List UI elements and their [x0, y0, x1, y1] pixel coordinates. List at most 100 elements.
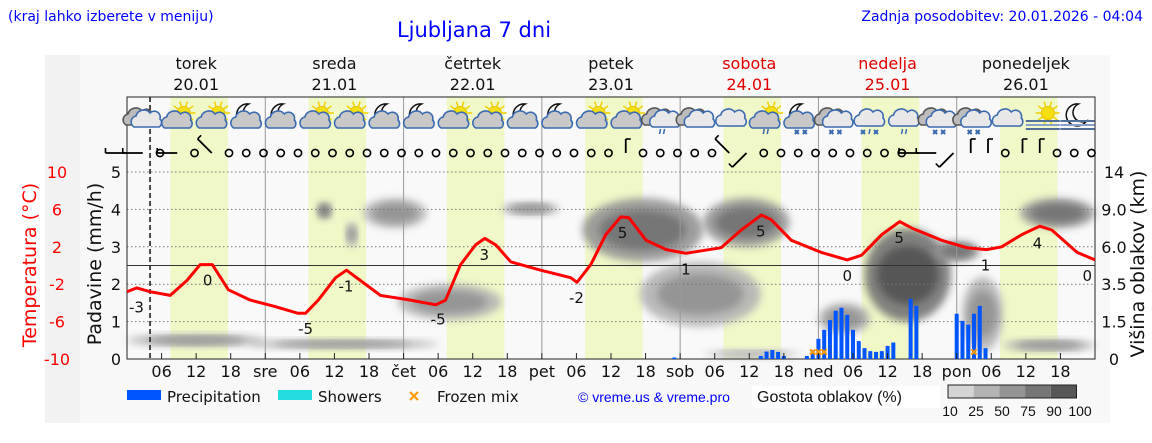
sun-ray: [185, 101, 188, 107]
precip-bar: [954, 313, 959, 359]
precip-bar: [960, 320, 965, 359]
sun-ray: [351, 101, 355, 107]
cloud-density-title: Gostota oblakov (%): [757, 389, 902, 406]
cloud-height-tick: 1.5: [1101, 313, 1126, 332]
wind-barb-icon: [915, 148, 937, 154]
hint-link[interactable]: (kraj lahko izberete v meniju): [8, 9, 214, 25]
barb-tick: [197, 134, 202, 140]
x-tick-label: čet: [391, 362, 416, 381]
sun-ray: [311, 105, 317, 110]
partly-cloudy-day-rain-icon: [748, 101, 784, 135]
copyright-link[interactable]: © vreme.us & vreme.pro: [578, 389, 730, 405]
cross-stroke: [815, 348, 822, 356]
sun-ray: [1037, 105, 1043, 110]
cloud-shape: [853, 108, 886, 127]
page-title: Ljubljana 7 dni: [397, 18, 551, 42]
cross-stroke: [966, 129, 973, 135]
barb-tick: [935, 163, 940, 168]
snowflake: [873, 129, 879, 135]
day-name: ponedeljek: [982, 54, 1071, 73]
sun-ray: [1043, 101, 1047, 107]
sun-ray: [1053, 105, 1058, 110]
precip-bar: [891, 342, 896, 359]
day-name: sreda: [312, 54, 356, 73]
wind-calm-icon: [673, 148, 682, 158]
wind-calm-icon: [241, 148, 251, 158]
sun-ray: [603, 105, 609, 110]
wind-calm-icon: [845, 148, 855, 158]
temperature-line: [126, 213, 1096, 315]
cloud-shape: [506, 110, 539, 129]
sun-ray: [588, 105, 594, 110]
precipitation-swatch: [127, 390, 161, 400]
x-tick-label: 06: [428, 362, 448, 381]
precip-bar: [822, 329, 827, 359]
temperature-label: 1: [981, 256, 991, 274]
cloud-shape: [472, 110, 505, 129]
sun-ray: [766, 101, 770, 107]
day-date: 25.01: [865, 75, 911, 94]
day-name: nedelja: [858, 54, 917, 73]
sun-ray: [628, 101, 632, 107]
cloud-shape: [437, 110, 470, 129]
sun-ray: [179, 101, 183, 107]
cross-stroke: [836, 129, 843, 135]
sun-ray: [455, 101, 459, 107]
precip-bar: [862, 348, 867, 359]
cross-stroke: [940, 129, 946, 135]
temperature-label: 5: [618, 224, 628, 242]
cloud-core: [599, 210, 686, 250]
cloud-core: [717, 350, 788, 358]
x-tick-label: 06: [981, 362, 1001, 381]
rain-drop: [658, 128, 662, 135]
wind-calm-icon: [1087, 148, 1096, 158]
wind-calm-icon: [190, 148, 199, 158]
cloud-shape: [748, 110, 781, 129]
barb-staff: [938, 152, 955, 168]
precip-tick: 1: [111, 313, 121, 332]
day-date: 26.01: [1003, 75, 1049, 94]
barb-staff: [731, 152, 748, 168]
snowflake: [802, 129, 808, 135]
snowflake: [940, 129, 946, 135]
cloud-density-swatch: [1025, 385, 1051, 398]
sun-ray: [776, 105, 782, 110]
x-tick-label: 12: [186, 362, 206, 381]
partly-cloudy-day-icon: [299, 101, 334, 129]
cloudy-sleet-icon: [853, 108, 886, 135]
barb-staff: [196, 138, 213, 154]
cloud-density-label: 100: [1068, 403, 1092, 419]
cloud-core: [146, 336, 246, 345]
wind-calm-icon: [276, 148, 286, 158]
sun-ray: [622, 105, 628, 110]
cloud-density-label: 25: [968, 403, 984, 419]
precip-bar: [977, 305, 982, 359]
sun-ray: [1049, 101, 1053, 107]
frozen-mix-legend: Frozen mix: [437, 388, 519, 406]
wind-calm-icon: [707, 148, 717, 158]
wind-calm-icon: [776, 148, 786, 158]
wind-barb-icon: [1021, 138, 1028, 153]
frozen-mix-marker: [970, 348, 978, 356]
showers-swatch: [278, 390, 312, 400]
cloudy-icon: [991, 108, 1024, 127]
x-tick-label: sre: [253, 362, 277, 381]
sun-ray: [317, 101, 321, 107]
partly-cloudy-night-icon: [506, 103, 539, 129]
snowflake: [974, 129, 981, 135]
cloud-core: [509, 204, 551, 214]
showers-legend: Showers: [318, 388, 382, 406]
precip-bar: [839, 307, 844, 359]
precip-bar: [914, 305, 919, 359]
partly-cloudy-day-icon: [472, 101, 507, 129]
temperature-label: -5: [298, 320, 313, 338]
temperature-tick: 6: [52, 200, 62, 219]
precip-tick: 2: [111, 275, 121, 294]
precip-bar: [874, 351, 879, 359]
sun-ray: [599, 101, 603, 107]
partly-cloudy-day-icon: [437, 101, 473, 129]
cloud-shape: [368, 110, 401, 129]
cloud-core: [412, 290, 487, 314]
cross-stroke: [970, 348, 978, 356]
